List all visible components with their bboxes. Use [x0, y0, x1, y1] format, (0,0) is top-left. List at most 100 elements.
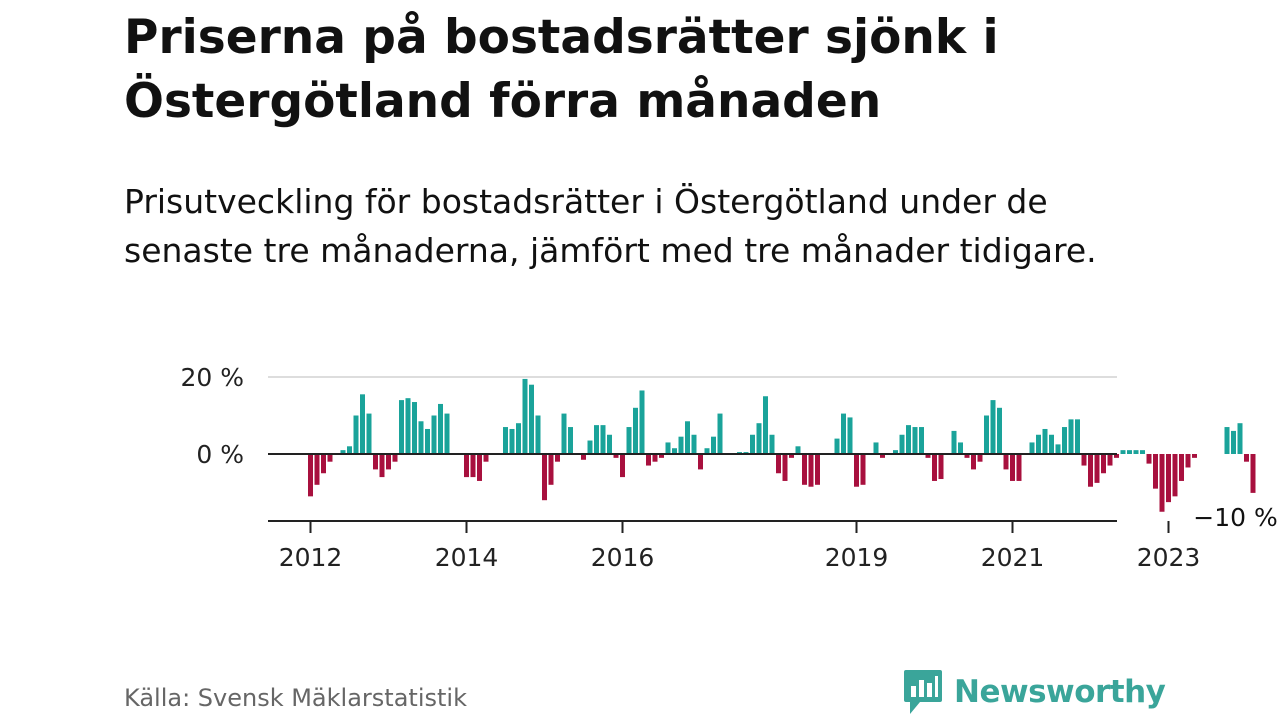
bar [360, 394, 365, 454]
bar [347, 446, 352, 454]
bar [652, 454, 658, 462]
bar [561, 413, 567, 454]
bar [659, 454, 664, 458]
brand-name: Newsworthy [954, 674, 1166, 710]
bar [1185, 454, 1191, 468]
bar [366, 413, 372, 454]
y-tick-label: 20 % [180, 363, 244, 392]
bar [756, 423, 762, 454]
bar [1036, 434, 1041, 454]
bar [1029, 442, 1035, 454]
bar [906, 425, 911, 454]
bar [834, 438, 840, 454]
bar [912, 427, 918, 454]
bar [750, 434, 755, 454]
bar [1088, 454, 1093, 487]
bar [1133, 450, 1139, 454]
bar [854, 454, 859, 487]
annotation-background [1195, 503, 1276, 527]
bar-chart-speech-bubble-icon [904, 670, 942, 714]
bar [600, 425, 606, 454]
bar [776, 454, 781, 474]
bar [1231, 430, 1236, 454]
bar [418, 421, 424, 454]
bar [613, 454, 619, 458]
bar [516, 423, 521, 454]
bar [438, 403, 443, 454]
bar [925, 454, 931, 458]
bar [698, 454, 703, 470]
bar [1127, 450, 1132, 454]
bar [1003, 454, 1009, 470]
bar [873, 442, 879, 454]
bar [964, 454, 970, 458]
chart-subtitle: Prisutveckling för bostadsrätter i Öster… [124, 182, 1097, 270]
bar [314, 454, 320, 485]
bar [477, 454, 482, 481]
bar [1250, 454, 1256, 493]
bar [672, 448, 677, 454]
bar [1055, 444, 1061, 454]
bar [932, 454, 937, 481]
bar [1159, 454, 1165, 512]
x-tick-label: 2012 [279, 543, 343, 572]
bar [607, 434, 612, 454]
bar [412, 402, 417, 454]
bar [847, 417, 853, 454]
bar [1140, 450, 1145, 454]
chart-title: Priserna på bostadsrätter sjönk i Österg… [124, 10, 999, 129]
bar [1192, 454, 1197, 458]
bar [639, 390, 645, 454]
bar [717, 413, 723, 454]
bar [444, 413, 450, 454]
y-tick-label: 0 % [196, 440, 244, 469]
bar [587, 440, 593, 454]
bar [782, 454, 788, 481]
bar [665, 442, 671, 454]
bar [340, 450, 346, 454]
bar [392, 454, 398, 462]
bar [1172, 454, 1178, 497]
bar [1075, 419, 1080, 454]
bar [1094, 454, 1100, 483]
bar [555, 454, 560, 462]
bar [919, 427, 924, 454]
bar [308, 454, 313, 497]
bar [1224, 427, 1230, 454]
source-note: Källa: Svensk Mäklarstatistik [124, 684, 467, 712]
bar [704, 448, 710, 454]
bar [1153, 454, 1158, 489]
bar [990, 400, 996, 454]
bar [1146, 454, 1152, 464]
bar [594, 425, 599, 454]
bar [880, 454, 885, 458]
x-tick-label: 2014 [435, 543, 499, 572]
bar [1237, 423, 1243, 454]
x-tick-label: 2016 [591, 543, 655, 572]
bar [808, 454, 814, 487]
x-tick-label: 2021 [981, 543, 1045, 572]
x-tick-label: 2019 [825, 543, 889, 572]
bar [893, 450, 898, 454]
bar [938, 454, 944, 480]
bar [769, 434, 775, 454]
bar [386, 454, 391, 470]
bar [353, 415, 359, 454]
bar [373, 454, 378, 470]
bar [1166, 454, 1171, 503]
bar [899, 434, 905, 454]
bar [626, 427, 632, 454]
bar [678, 436, 684, 454]
bar [542, 454, 547, 501]
bar [405, 398, 411, 454]
bar [815, 454, 820, 485]
bar [548, 454, 554, 485]
bar [1101, 454, 1106, 474]
bar [951, 430, 957, 454]
bar [977, 454, 983, 462]
bar [1107, 454, 1113, 466]
bar [321, 454, 326, 474]
bar [802, 454, 807, 485]
bar [1049, 434, 1054, 454]
bar [685, 421, 690, 454]
